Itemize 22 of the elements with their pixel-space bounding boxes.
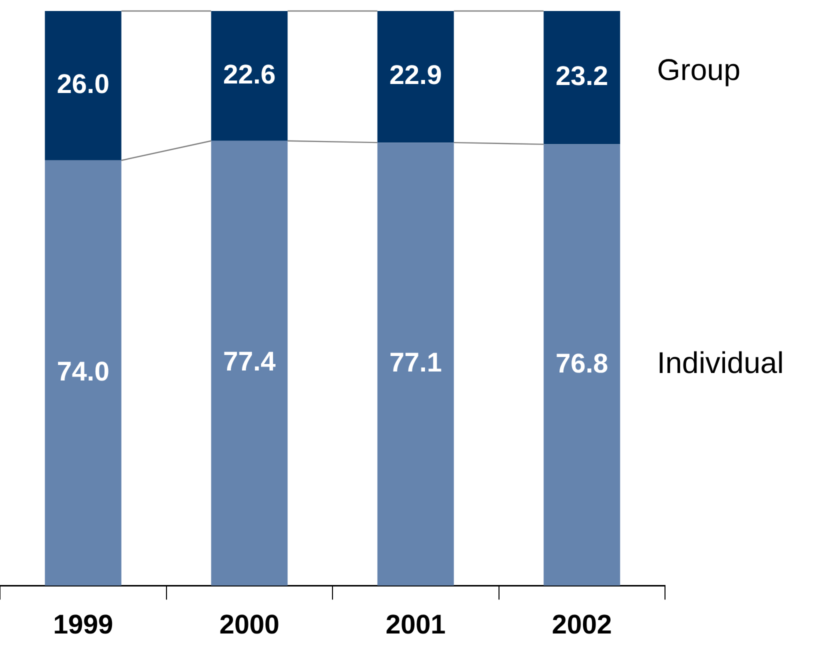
bar [377, 11, 454, 143]
series-label: Group [657, 54, 740, 87]
bar [544, 11, 620, 144]
data-label: 74.0 [56, 356, 110, 386]
bar [377, 142, 454, 586]
bar [211, 140, 288, 586]
data-label: 77.4 [223, 346, 276, 377]
bar [44, 160, 122, 586]
bar [544, 144, 620, 586]
data-label: 26.0 [56, 69, 110, 100]
series-label: Individual [657, 347, 784, 380]
bar [211, 11, 288, 141]
x-tick-label: 2002 [552, 609, 612, 640]
bar [44, 11, 122, 160]
data-label: 76.8 [556, 348, 608, 378]
x-tick-label: 1999 [53, 609, 114, 640]
x-tick-label: 2001 [386, 609, 446, 640]
data-label: 22.6 [223, 59, 276, 90]
data-label: 23.2 [556, 61, 608, 92]
data-label: 22.9 [389, 60, 442, 90]
data-label: 77.1 [389, 348, 442, 378]
x-tick-label: 2000 [219, 609, 280, 640]
